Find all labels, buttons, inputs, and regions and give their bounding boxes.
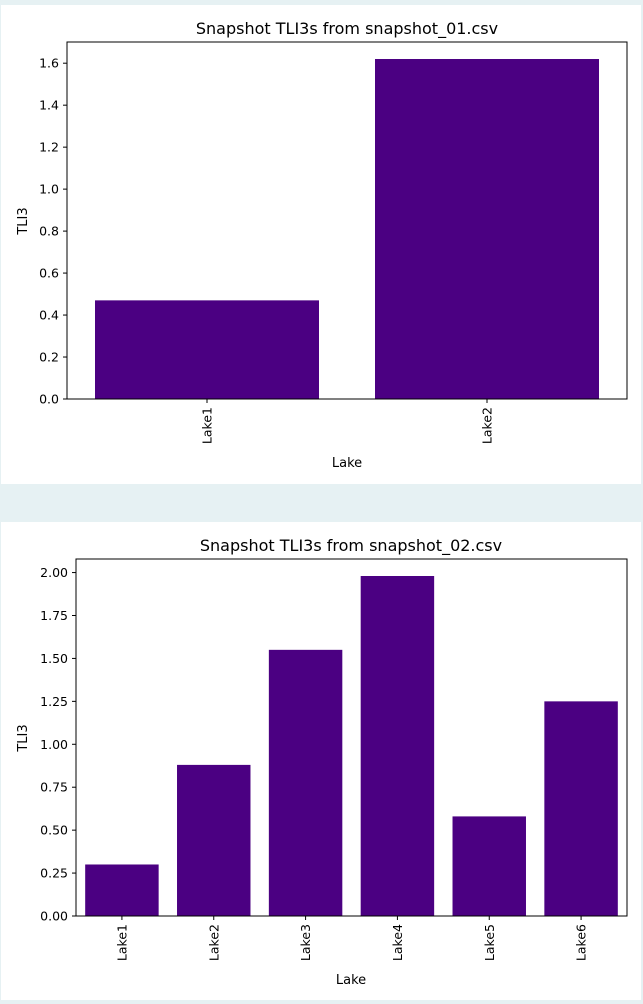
chart-2-xtick-label: Lake5 <box>482 924 497 961</box>
chart-2-ytick-label: 0.25 <box>40 866 68 881</box>
chart-1-title: Snapshot TLI3s from snapshot_01.csv <box>196 19 498 39</box>
chart-2-ytick-label: 1.00 <box>40 737 68 752</box>
chart-1-bar-lake1 <box>95 300 319 399</box>
chart-2-bar-lake2 <box>177 764 251 916</box>
chart-1-ytick-label: 0.0 <box>39 392 59 407</box>
chart-2-bar-lake3 <box>268 649 343 916</box>
chart-2-ylabel: TLI3 <box>16 724 31 752</box>
chart-2-xlabel: Lake <box>336 973 366 988</box>
chart-1-ytick-label: 1.6 <box>39 56 59 71</box>
chart-1-axes-frame <box>66 41 628 400</box>
chart-2-axes-frame <box>75 558 628 917</box>
chart-panel-1: Snapshot TLI3s from snapshot_01.csv Lake… <box>1 5 641 484</box>
chart-1-xlabel: Lake <box>332 456 362 471</box>
chart-2-ytick-label: 1.75 <box>40 608 68 623</box>
chart-2-xtick-label: Lake6 <box>574 924 589 961</box>
chart-2-title: Snapshot TLI3s from snapshot_02.csv <box>200 536 502 556</box>
chart-2-bar-lake4 <box>360 576 435 916</box>
chart-2-ytick-label: 2.00 <box>40 565 68 580</box>
chart-1-svg: Snapshot TLI3s from snapshot_01.csv Lake… <box>16 19 628 471</box>
chart-1-bar-lake2 <box>375 59 599 399</box>
chart-panel-2: Snapshot TLI3s from snapshot_02.csv Lake… <box>1 522 641 1000</box>
chart-2-ytick-label: 1.25 <box>40 694 68 709</box>
chart-1-ytick-label: 1.2 <box>39 140 59 155</box>
chart-1-xtick-label: Lake1 <box>200 407 215 444</box>
chart-2-ytick-label: 0.50 <box>40 823 68 838</box>
chart-1-ytick-label: 0.2 <box>39 350 59 365</box>
chart-1-ytick-label: 1.0 <box>39 182 59 197</box>
chart-2-bar-lake5 <box>452 816 526 916</box>
chart-2-ytick-label: 0.00 <box>40 909 68 924</box>
chart-1-ytick-label: 0.8 <box>39 224 59 239</box>
chart-2-bar-lake6 <box>544 701 618 916</box>
chart-1-xtick-label: Lake2 <box>480 407 495 444</box>
chart-2-xtick-label: Lake1 <box>114 924 129 961</box>
chart-2-svg: Snapshot TLI3s from snapshot_02.csv Lake… <box>16 536 628 988</box>
chart-2-xtick-label: Lake4 <box>390 924 405 961</box>
chart-2-xtick-label: Lake2 <box>206 924 221 961</box>
chart-1-ylabel: TLI3 <box>16 207 31 235</box>
chart-2-bar-lake1 <box>85 864 159 916</box>
chart-2-ytick-label: 1.50 <box>40 651 68 666</box>
chart-2-xtick-label: Lake3 <box>298 924 313 961</box>
chart-1-ytick-label: 1.4 <box>39 98 59 113</box>
chart-1-ytick-label: 0.4 <box>39 308 59 323</box>
chart-1-ytick-label: 0.6 <box>39 266 59 281</box>
chart-2-ytick-label: 0.75 <box>40 780 68 795</box>
